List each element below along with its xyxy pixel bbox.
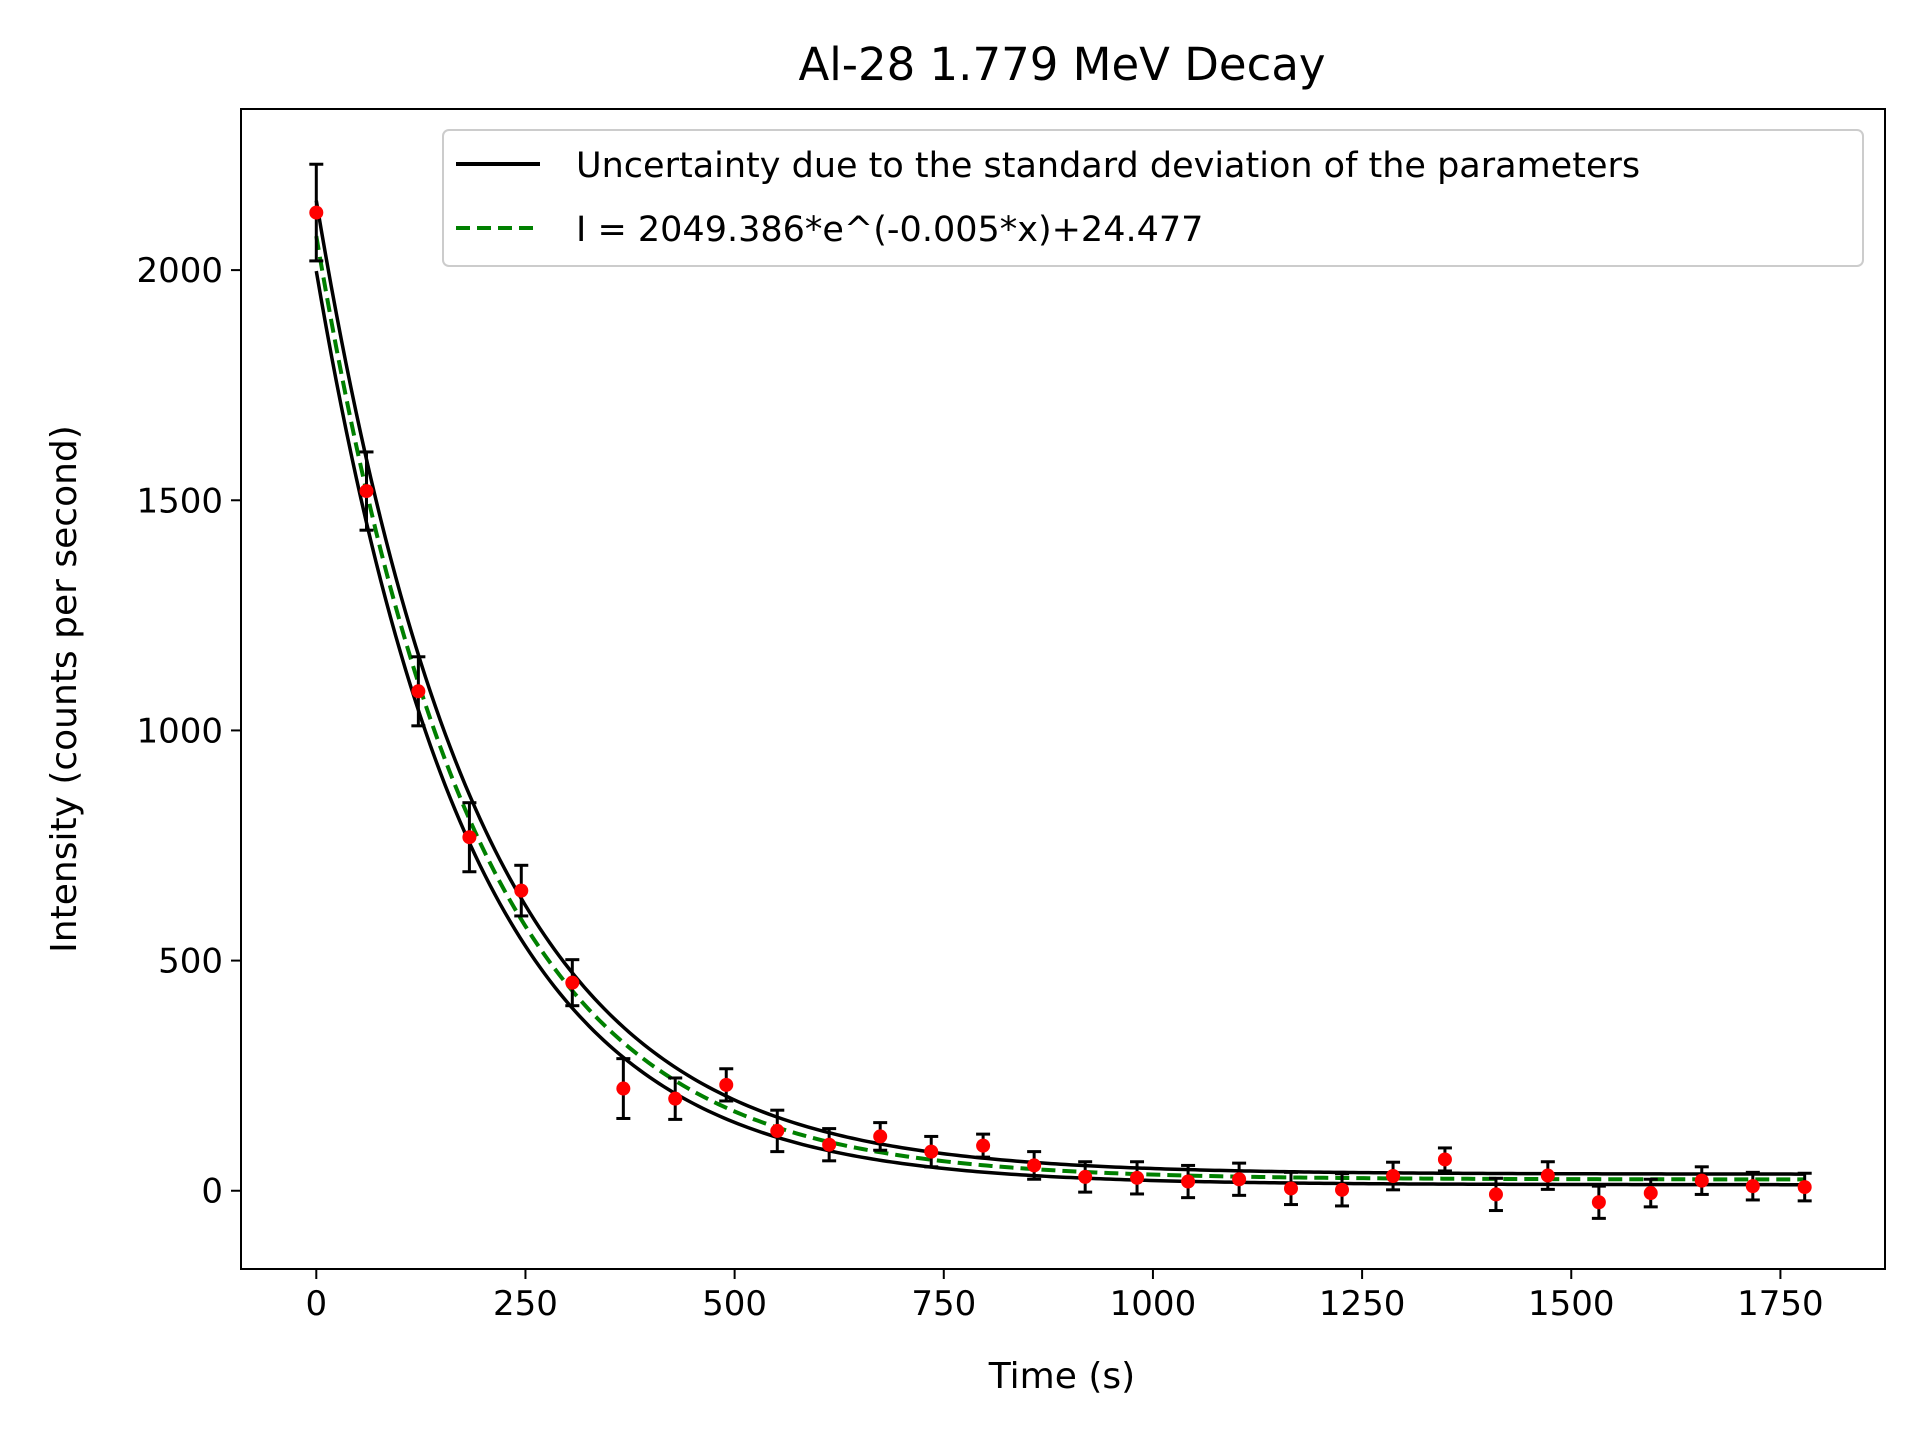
data-point — [565, 975, 580, 990]
plot-area — [240, 108, 1886, 1270]
y-tick-label: 500 — [158, 942, 223, 982]
y-axis-label: Intensity (counts per second) — [44, 425, 85, 953]
data-point — [873, 1129, 888, 1144]
y-tick-label: 2000 — [136, 251, 223, 291]
chart-title: Al-28 1.779 MeV Decay — [798, 38, 1325, 91]
data-point — [1181, 1174, 1196, 1189]
data-point — [616, 1081, 631, 1096]
uncertainty-curve — [314, 200, 1806, 1176]
data-point — [1694, 1173, 1709, 1188]
x-tick-label: 500 — [702, 1284, 767, 1324]
x-tick-label: 0 — [305, 1284, 327, 1324]
data-point — [1540, 1168, 1555, 1183]
x-axis-label: Time (s) — [988, 1356, 1135, 1397]
y-tick-label: 1500 — [136, 481, 223, 521]
y-axis-ticks: 0 500 1000 1500 2000 — [136, 251, 241, 1212]
data-point — [668, 1091, 683, 1106]
data-point — [309, 205, 324, 220]
data-point — [1232, 1172, 1247, 1187]
data-point — [1130, 1170, 1145, 1185]
x-tick-label: 1250 — [1319, 1284, 1406, 1324]
legend: Uncertainty due to the standard deviatio… — [442, 129, 1864, 267]
legend-fit-label: I = 2049.386*e^(-0.005*x)+24.477 — [576, 210, 1203, 250]
data-point — [1027, 1158, 1042, 1173]
fit-curve — [314, 235, 1806, 1182]
curves — [314, 200, 1806, 1187]
y-tick-label: 1000 — [136, 711, 223, 751]
data-point — [411, 684, 426, 699]
data-point — [1591, 1195, 1606, 1210]
data-point — [1283, 1181, 1298, 1196]
data-point — [514, 883, 529, 898]
data-point — [1797, 1180, 1812, 1195]
data-point — [924, 1144, 939, 1159]
y-tick-label: 0 — [201, 1172, 223, 1212]
data-point — [1643, 1186, 1658, 1201]
data-point — [1078, 1169, 1093, 1184]
uncertainty-curve — [314, 270, 1806, 1187]
data-points — [309, 205, 1812, 1210]
x-tick-label: 1500 — [1528, 1284, 1615, 1324]
x-tick-label: 250 — [493, 1284, 558, 1324]
data-point — [719, 1077, 734, 1092]
data-point — [976, 1138, 991, 1153]
x-axis-ticks: 0 250 500 750 1000 1250 1500 1750 — [305, 1269, 1824, 1324]
data-point — [1335, 1182, 1350, 1197]
data-point — [462, 830, 477, 845]
legend-box — [442, 129, 1864, 267]
data-point — [1488, 1187, 1503, 1202]
data-point — [359, 484, 374, 499]
x-tick-label: 1750 — [1737, 1284, 1824, 1324]
data-point — [1386, 1169, 1401, 1184]
plot-frame — [240, 108, 1886, 1270]
data-point — [770, 1123, 785, 1138]
x-tick-label: 750 — [911, 1284, 976, 1324]
data-point — [1437, 1152, 1452, 1167]
x-tick-label: 1000 — [1110, 1284, 1197, 1324]
legend-uncertainty-label: Uncertainty due to the standard deviatio… — [576, 146, 1640, 186]
data-point — [1745, 1179, 1760, 1194]
data-point — [822, 1137, 837, 1152]
